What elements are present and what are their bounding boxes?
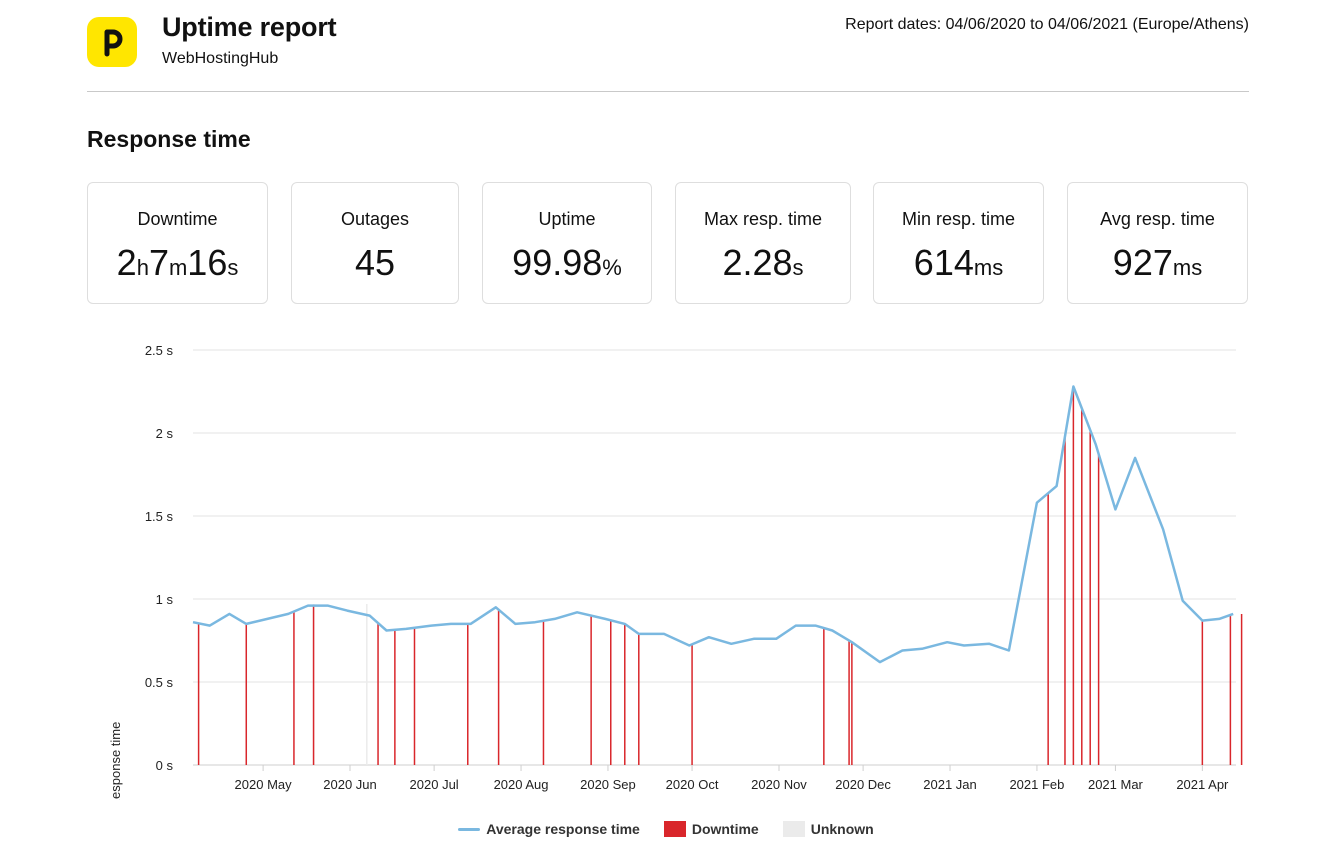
stat-card-downtime: Downtime 2h7m16s (87, 182, 268, 304)
report-dates: Report dates: 04/06/2020 to 04/06/2021 (… (845, 16, 1249, 33)
legend-label: Average response time (486, 821, 640, 837)
x-tick-label: 2020 Oct (666, 777, 719, 792)
header-divider (87, 91, 1249, 92)
grid-lines (193, 349, 1236, 771)
section-title: Response time (87, 126, 251, 152)
unknown-markers (312, 603, 368, 765)
x-tick-label: 2021 Feb (1009, 777, 1064, 792)
stat-card-uptime: Uptime 99.98% (482, 182, 652, 304)
stat-value: 614ms (874, 241, 1043, 290)
x-tick-label: 2020 Nov (751, 777, 807, 792)
legend-item-average: Average response time (458, 821, 640, 837)
legend-label: Unknown (810, 821, 874, 837)
logo-p-icon (104, 29, 123, 57)
stat-card-min-resp-time: Min resp. time 614ms (873, 182, 1044, 304)
y-tick-label: 2.5 s (145, 343, 174, 358)
stat-value-number: 16 (187, 242, 228, 283)
y-tick-label: 0.5 s (145, 675, 174, 690)
y-tick-label: 2 s (156, 426, 174, 441)
y-tick-label: 1 s (156, 592, 174, 607)
legend-label: Downtime (691, 821, 759, 837)
x-tick-label: 2020 Jul (410, 777, 459, 792)
x-tick-label: 2020 May (235, 777, 293, 792)
x-tick-labels: 2020 May 2020 Jun 2020 Jul 2020 Aug 2020 Sep… (235, 777, 1229, 792)
y-tick-label: 0 s (156, 758, 174, 773)
stat-value: 99.98% (483, 241, 651, 290)
stat-card-max-resp-time: Max resp. time 2.28s (675, 182, 851, 304)
stat-value-number: 2 (116, 242, 137, 283)
x-tick-label: 2020 Dec (835, 777, 891, 792)
stat-value-number: 99.98 (512, 242, 603, 283)
x-tick-label: 2021 Apr (1176, 777, 1229, 792)
x-tick-label: 2020 Jun (323, 777, 377, 792)
legend-item-unknown: Unknown (782, 821, 874, 837)
downtime-markers (197, 386, 1243, 765)
stat-value-unit: s (227, 255, 239, 280)
y-tick-label: 1.5 s (145, 509, 174, 524)
stat-label: Min resp. time (901, 209, 1016, 229)
chart-legend: Average response time Downtime Unknown (0, 817, 1332, 841)
y-axis-label: Response time (108, 722, 123, 800)
legend-line-swatch (458, 827, 481, 831)
stat-value-number: 7 (148, 242, 169, 283)
average-response-time-line (192, 385, 1234, 664)
stat-value-unit: ms (1172, 255, 1203, 280)
legend-unknown-swatch (782, 821, 805, 837)
x-tick-label: 2021 Jan (923, 777, 977, 792)
stat-value-unit: % (602, 255, 622, 280)
stat-label: Downtime (137, 209, 218, 229)
stat-value-number: 614 (913, 242, 974, 283)
site-name: WebHostingHub (162, 50, 279, 67)
stat-value: 2.28s (676, 241, 850, 290)
x-tick-label: 2020 Sep (580, 777, 636, 792)
logo (87, 17, 137, 67)
stat-value-number: 2.28 (722, 242, 793, 283)
stat-label: Max resp. time (703, 209, 823, 229)
legend-downtime-swatch (663, 821, 686, 837)
report-title: Uptime report (162, 12, 337, 42)
stat-value-unit: m (168, 255, 188, 280)
response-time-chart: 0 s 0.5 s 1 s 1.5 s 2 s 2.5 s 2020 May 2020 Ju… (108, 343, 1243, 800)
stat-card-avg-resp-time: Avg resp. time 927ms (1067, 182, 1248, 304)
x-tick-label: 2021 Mar (1088, 777, 1144, 792)
x-tick-label: 2020 Aug (494, 777, 549, 792)
stat-value-number: 927 (1112, 242, 1173, 283)
stat-value: 2h7m16s (88, 241, 267, 290)
response-time-series (192, 385, 1234, 664)
stat-label: Avg resp. time (1100, 209, 1215, 229)
stat-value-unit: h (136, 255, 149, 280)
stat-card-outages: Outages 45 (291, 182, 459, 304)
stat-label: Outages (340, 209, 410, 229)
stat-value: 45 (292, 241, 458, 285)
stat-value-number: 45 (354, 242, 396, 283)
legend-item-downtime: Downtime (663, 821, 759, 837)
y-tick-labels: 0 s 0.5 s 1 s 1.5 s 2 s 2.5 s (145, 343, 174, 773)
stat-label: Uptime (538, 209, 596, 229)
stat-value-unit: s (792, 255, 804, 280)
stat-value: 927ms (1068, 241, 1247, 290)
stat-value-unit: ms (973, 255, 1004, 280)
